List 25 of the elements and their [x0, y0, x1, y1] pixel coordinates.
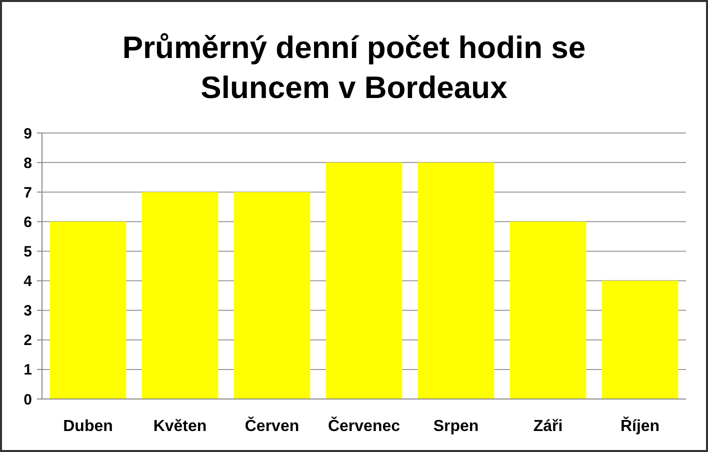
x-tick-label: Květen [153, 418, 207, 435]
bar [50, 222, 126, 399]
y-tick-label: 1 [24, 362, 32, 379]
x-tick-label: Červenec [328, 416, 400, 435]
y-tick-label: 9 [24, 125, 32, 142]
x-tick-label: Říjen [620, 416, 660, 435]
y-tick-label: 6 [24, 214, 32, 231]
y-tick-label: 4 [24, 273, 33, 290]
bar [142, 192, 218, 399]
y-tick-label: 3 [24, 302, 32, 320]
bar [602, 280, 678, 399]
bar [326, 162, 402, 399]
x-tick-label: Červen [244, 416, 300, 435]
x-tick-label: Duben [63, 418, 113, 435]
y-tick-label: 0 [24, 391, 32, 408]
chart-title: Průměrný denní počet hodin se Sluncem v Bordeaux [122, 30, 586, 105]
y-tick-label: 5 [24, 243, 32, 260]
bar [234, 192, 310, 399]
x-tick-label: Srpen [433, 418, 479, 435]
bar [510, 222, 586, 399]
bar [418, 162, 494, 399]
y-tick-label: 8 [24, 154, 32, 172]
y-tick-label: 7 [24, 184, 32, 202]
y-tick-label: 2 [24, 332, 32, 350]
x-tick-label: Záři [533, 418, 563, 435]
